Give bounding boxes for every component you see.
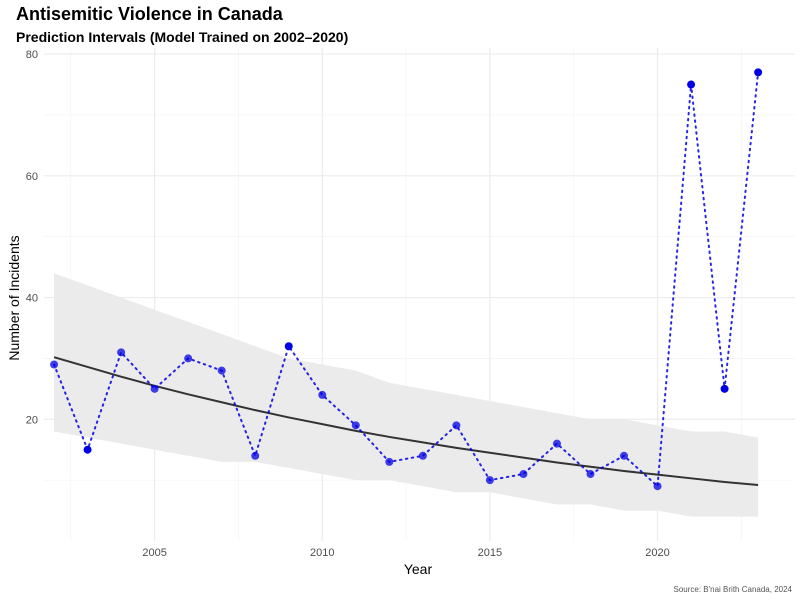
data-point-2003 [83, 445, 92, 454]
y-tick-label: 40 [26, 293, 38, 305]
data-point-2019 [620, 451, 629, 460]
prediction-interval-band [54, 273, 759, 517]
chart-title: Antisemitic Violence in Canada [16, 4, 283, 24]
data-point-2005 [150, 384, 159, 393]
data-point-2017 [552, 439, 561, 448]
x-tick-label: 2010 [310, 547, 334, 559]
data-point-2023 [754, 68, 763, 77]
data-point-2007 [217, 366, 226, 375]
y-axis-title: Number of Incidents [6, 235, 22, 360]
data-point-2010 [318, 390, 327, 399]
data-point-2011 [351, 421, 360, 430]
y-tick-label: 80 [26, 49, 38, 61]
data-point-2009 [284, 342, 293, 351]
fitted-trend [53, 356, 759, 487]
x-tick-label: 2005 [142, 547, 166, 559]
chart-subtitle: Prediction Intervals (Model Trained on 2… [16, 29, 349, 45]
observed-line [53, 71, 760, 489]
x-axis-title: Year [404, 561, 433, 577]
y-tick-label: 60 [26, 171, 38, 183]
data-point-2004 [117, 348, 126, 357]
data-point-2012 [385, 457, 394, 466]
prediction-interval-area [54, 273, 759, 517]
data-point-2014 [452, 421, 461, 430]
data-point-2022 [720, 384, 729, 393]
data-point-2006 [184, 354, 193, 363]
data-point-2018 [586, 470, 595, 479]
data-point-2015 [485, 476, 494, 485]
data-point-2013 [418, 451, 427, 460]
data-point-2008 [251, 451, 260, 460]
x-tick-label: 2020 [645, 547, 669, 559]
data-point-2021 [687, 80, 696, 89]
fitted-line [53, 356, 759, 487]
x-tick-label: 2015 [478, 547, 502, 559]
data-point-2016 [519, 470, 528, 479]
y-tick-label: 20 [26, 414, 38, 426]
source-caption: Source: B'nai Brith Canada, 2024 [673, 585, 793, 594]
observed-series [50, 68, 763, 491]
data-point-2020 [653, 482, 662, 491]
data-point-2002 [50, 360, 59, 369]
